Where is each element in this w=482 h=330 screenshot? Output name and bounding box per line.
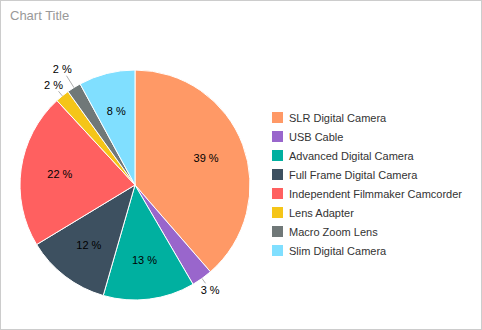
pie-slice <box>80 70 135 185</box>
legend-swatch <box>272 112 283 123</box>
legend: SLR Digital Camera USB Cable Advanced Digi… <box>272 112 462 257</box>
legend-swatch <box>272 207 283 218</box>
slices <box>20 70 250 300</box>
data-label: 13 % <box>132 254 157 266</box>
data-label: 2 % <box>53 63 72 75</box>
legend-swatch <box>272 188 283 199</box>
legend-swatch <box>272 169 283 180</box>
data-label: 39 % <box>194 152 219 164</box>
legend-swatch <box>272 226 283 237</box>
legend-label: Macro Zoom Lens <box>289 226 378 238</box>
legend-swatch <box>272 150 283 161</box>
leader-line <box>59 91 63 96</box>
legend-label: Slim Digital Camera <box>289 245 387 257</box>
frame <box>1 1 482 330</box>
data-label: 8 % <box>107 105 126 117</box>
legend-label: SLR Digital Camera <box>289 112 387 124</box>
data-label: 2 % <box>44 79 63 91</box>
legend-swatch <box>272 131 283 142</box>
legend-label: Independent Filmmaker Camcorder <box>289 188 462 200</box>
data-label: 12 % <box>76 239 101 251</box>
data-label: 3 % <box>201 284 220 296</box>
legend-label: Advanced Digital Camera <box>289 150 415 162</box>
leader-line <box>66 76 73 88</box>
legend-label: USB Cable <box>289 131 343 143</box>
title: Chart Title <box>10 8 69 23</box>
chart: Chart Title 39 % 3 % 13 % 12 % 22 % 2 % 2 % 8 % S… <box>0 0 482 330</box>
data-labels: 39 % 3 % 13 % 12 % 22 % 2 % 2 % 8 % <box>44 63 220 296</box>
legend-swatch <box>272 245 283 256</box>
data-label: 22 % <box>47 168 72 180</box>
legend-label: Lens Adapter <box>289 207 354 219</box>
leader-line <box>202 278 205 283</box>
legend-label: Full Frame Digital Camera <box>289 169 418 181</box>
